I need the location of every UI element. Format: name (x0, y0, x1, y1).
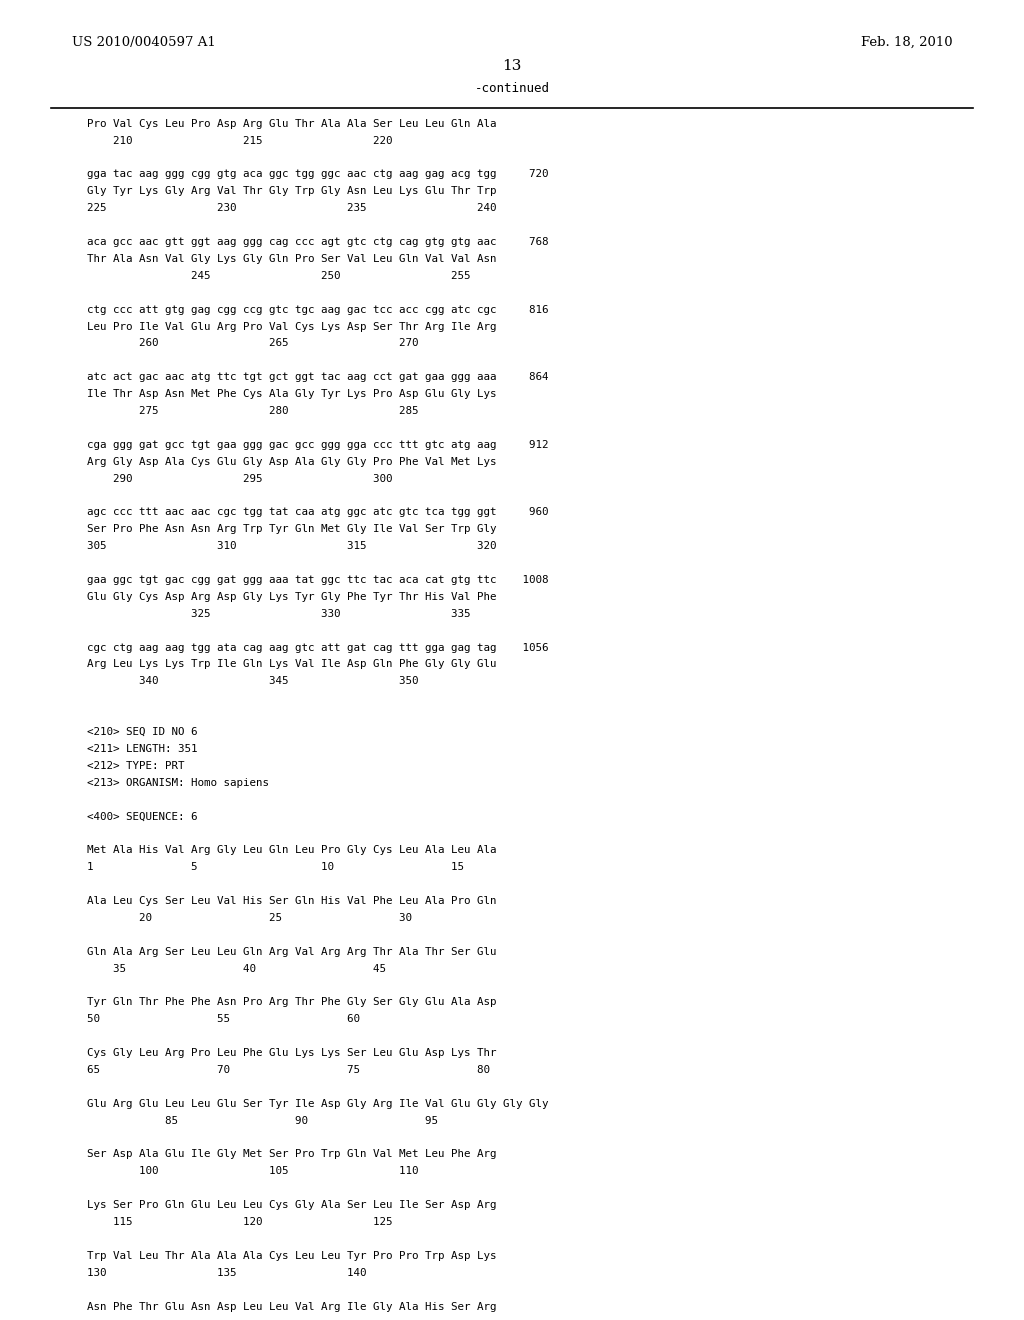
Text: Gln Ala Arg Ser Leu Leu Gln Arg Val Arg Arg Thr Ala Thr Ser Glu: Gln Ala Arg Ser Leu Leu Gln Arg Val Arg … (87, 946, 497, 957)
Text: 225                 230                 235                 240: 225 230 235 240 (87, 203, 497, 214)
Text: agc ccc ttt aac aac cgc tgg tat caa atg ggc atc gtc tca tgg ggt     960: agc ccc ttt aac aac cgc tgg tat caa atg … (87, 507, 549, 517)
Text: Ala Leu Cys Ser Leu Val His Ser Gln His Val Phe Leu Ala Pro Gln: Ala Leu Cys Ser Leu Val His Ser Gln His … (87, 896, 497, 906)
Text: Glu Gly Cys Asp Arg Asp Gly Lys Tyr Gly Phe Tyr Thr His Val Phe: Glu Gly Cys Asp Arg Asp Gly Lys Tyr Gly … (87, 591, 497, 602)
Text: US 2010/0040597 A1: US 2010/0040597 A1 (72, 36, 215, 49)
Text: 245                 250                 255: 245 250 255 (87, 271, 471, 281)
Text: Arg Leu Lys Lys Trp Ile Gln Lys Val Ile Asp Gln Phe Gly Gly Glu: Arg Leu Lys Lys Trp Ile Gln Lys Val Ile … (87, 660, 497, 669)
Text: ctg ccc att gtg gag cgg ccg gtc tgc aag gac tcc acc cgg atc cgc     816: ctg ccc att gtg gag cgg ccg gtc tgc aag … (87, 305, 549, 314)
Text: Ser Pro Phe Asn Asn Arg Trp Tyr Gln Met Gly Ile Val Ser Trp Gly: Ser Pro Phe Asn Asn Arg Trp Tyr Gln Met … (87, 524, 497, 535)
Text: 85                  90                  95: 85 90 95 (87, 1115, 438, 1126)
Text: Cys Gly Leu Arg Pro Leu Phe Glu Lys Lys Ser Leu Glu Asp Lys Thr: Cys Gly Leu Arg Pro Leu Phe Glu Lys Lys … (87, 1048, 497, 1059)
Text: <400> SEQUENCE: 6: <400> SEQUENCE: 6 (87, 812, 198, 821)
Text: 290                 295                 300: 290 295 300 (87, 474, 392, 483)
Text: cgc ctg aag aag tgg ata cag aag gtc att gat cag ttt gga gag tag    1056: cgc ctg aag aag tgg ata cag aag gtc att … (87, 643, 549, 652)
Text: gaa ggc tgt gac cgg gat ggg aaa tat ggc ttc tac aca cat gtg ttc    1008: gaa ggc tgt gac cgg gat ggg aaa tat ggc … (87, 576, 549, 585)
Text: <210> SEQ ID NO 6: <210> SEQ ID NO 6 (87, 727, 198, 737)
Text: 275                 280                 285: 275 280 285 (87, 407, 419, 416)
Text: 35                  40                  45: 35 40 45 (87, 964, 386, 974)
Text: gga tac aag ggg cgg gtg aca ggc tgg ggc aac ctg aag gag acg tgg     720: gga tac aag ggg cgg gtg aca ggc tgg ggc … (87, 169, 549, 180)
Text: Lys Ser Pro Gln Glu Leu Leu Cys Gly Ala Ser Leu Ile Ser Asp Arg: Lys Ser Pro Gln Glu Leu Leu Cys Gly Ala … (87, 1200, 497, 1210)
Text: atc act gac aac atg ttc tgt gct ggt tac aag cct gat gaa ggg aaa     864: atc act gac aac atg ttc tgt gct ggt tac … (87, 372, 549, 383)
Text: aca gcc aac gtt ggt aag ggg cag ccc agt gtc ctg cag gtg gtg aac     768: aca gcc aac gtt ggt aag ggg cag ccc agt … (87, 238, 549, 247)
Text: 100                 105                 110: 100 105 110 (87, 1167, 419, 1176)
Text: Trp Val Leu Thr Ala Ala Ala Cys Leu Leu Tyr Pro Pro Trp Asp Lys: Trp Val Leu Thr Ala Ala Ala Cys Leu Leu … (87, 1251, 497, 1261)
Text: 50                  55                  60: 50 55 60 (87, 1014, 360, 1024)
Text: Tyr Gln Thr Phe Phe Asn Pro Arg Thr Phe Gly Ser Gly Glu Ala Asp: Tyr Gln Thr Phe Phe Asn Pro Arg Thr Phe … (87, 998, 497, 1007)
Text: <211> LENGTH: 351: <211> LENGTH: 351 (87, 744, 198, 754)
Text: 260                 265                 270: 260 265 270 (87, 338, 419, 348)
Text: 115                 120                 125: 115 120 125 (87, 1217, 392, 1228)
Text: 130                 135                 140: 130 135 140 (87, 1267, 367, 1278)
Text: 305                 310                 315                 320: 305 310 315 320 (87, 541, 497, 552)
Text: Feb. 18, 2010: Feb. 18, 2010 (861, 36, 952, 49)
Text: 340                 345                 350: 340 345 350 (87, 676, 419, 686)
Text: Ser Asp Ala Glu Ile Gly Met Ser Pro Trp Gln Val Met Leu Phe Arg: Ser Asp Ala Glu Ile Gly Met Ser Pro Trp … (87, 1150, 497, 1159)
Text: <213> ORGANISM: Homo sapiens: <213> ORGANISM: Homo sapiens (87, 777, 269, 788)
Text: Met Ala His Val Arg Gly Leu Gln Leu Pro Gly Cys Leu Ala Leu Ala: Met Ala His Val Arg Gly Leu Gln Leu Pro … (87, 845, 497, 855)
Text: cga ggg gat gcc tgt gaa ggg gac gcc ggg gga ccc ttt gtc atg aag     912: cga ggg gat gcc tgt gaa ggg gac gcc ggg … (87, 440, 549, 450)
Text: Thr Ala Asn Val Gly Lys Gly Gln Pro Ser Val Leu Gln Val Val Asn: Thr Ala Asn Val Gly Lys Gly Gln Pro Ser … (87, 253, 497, 264)
Text: 210                 215                 220: 210 215 220 (87, 136, 392, 145)
Text: Leu Pro Ile Val Glu Arg Pro Val Cys Lys Asp Ser Thr Arg Ile Arg: Leu Pro Ile Val Glu Arg Pro Val Cys Lys … (87, 322, 497, 331)
Text: -continued: -continued (474, 82, 550, 95)
Text: Gly Tyr Lys Gly Arg Val Thr Gly Trp Gly Asn Leu Lys Glu Thr Trp: Gly Tyr Lys Gly Arg Val Thr Gly Trp Gly … (87, 186, 497, 197)
Text: 20                  25                  30: 20 25 30 (87, 913, 412, 923)
Text: 325                 330                 335: 325 330 335 (87, 609, 471, 619)
Text: <212> TYPE: PRT: <212> TYPE: PRT (87, 760, 184, 771)
Text: 1               5                   10                  15: 1 5 10 15 (87, 862, 464, 873)
Text: Ile Thr Asp Asn Met Phe Cys Ala Gly Tyr Lys Pro Asp Glu Gly Lys: Ile Thr Asp Asn Met Phe Cys Ala Gly Tyr … (87, 389, 497, 399)
Text: Asn Phe Thr Glu Asn Asp Leu Leu Val Arg Ile Gly Ala His Ser Arg: Asn Phe Thr Glu Asn Asp Leu Leu Val Arg … (87, 1302, 497, 1312)
Text: 65                  70                  75                  80: 65 70 75 80 (87, 1065, 490, 1074)
Text: 13: 13 (503, 59, 521, 74)
Text: Arg Gly Asp Ala Cys Glu Gly Asp Ala Gly Gly Pro Phe Val Met Lys: Arg Gly Asp Ala Cys Glu Gly Asp Ala Gly … (87, 457, 497, 467)
Text: Pro Val Cys Leu Pro Asp Arg Glu Thr Ala Ala Ser Leu Leu Gln Ala: Pro Val Cys Leu Pro Asp Arg Glu Thr Ala … (87, 119, 497, 129)
Text: Glu Arg Glu Leu Leu Glu Ser Tyr Ile Asp Gly Arg Ile Val Glu Gly Gly Gly: Glu Arg Glu Leu Leu Glu Ser Tyr Ile Asp … (87, 1098, 549, 1109)
